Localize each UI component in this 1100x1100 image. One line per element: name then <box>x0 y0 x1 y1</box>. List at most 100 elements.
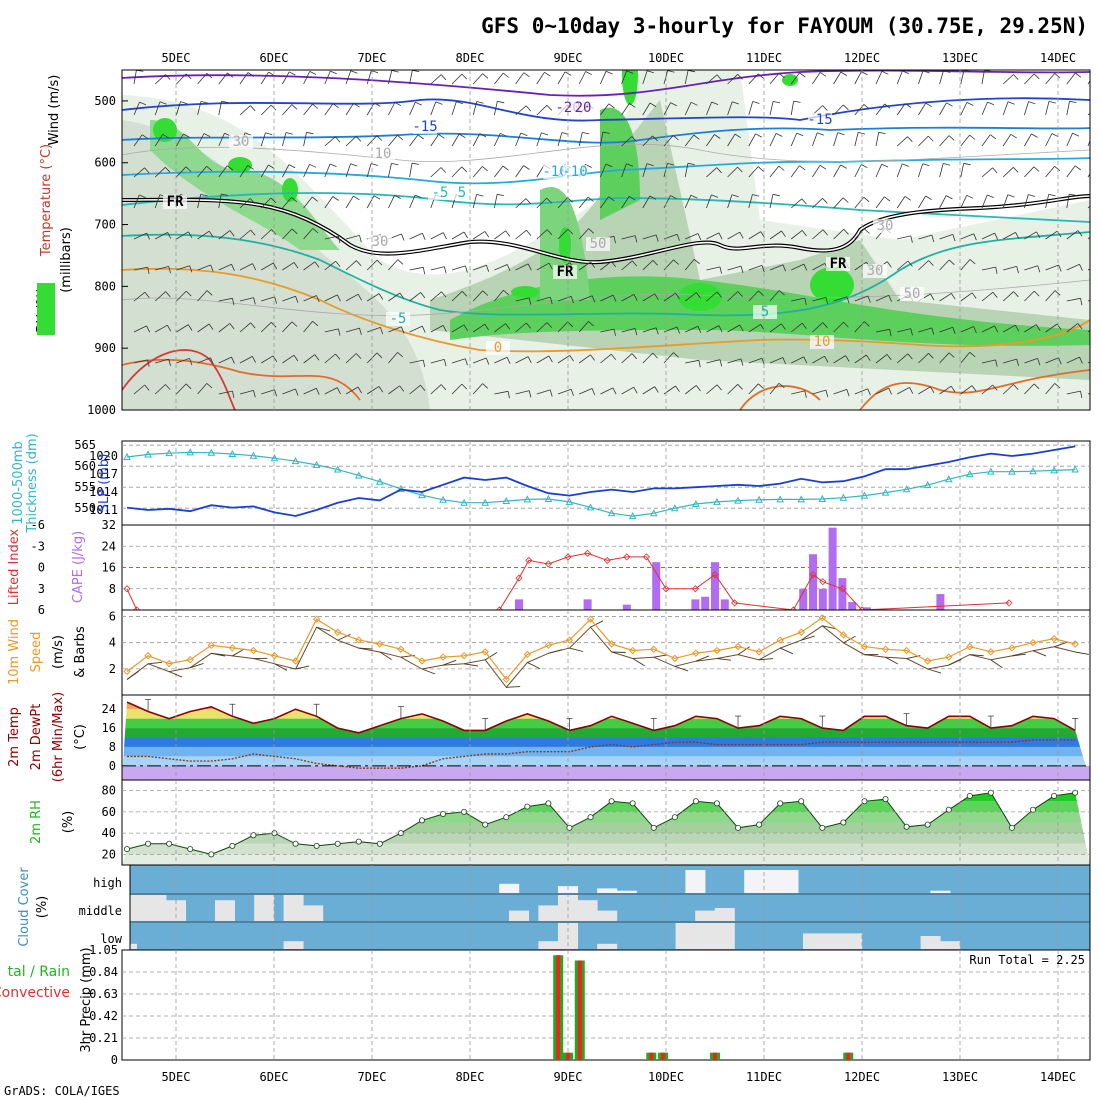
wind-barb <box>536 164 545 178</box>
wind-barb <box>388 135 398 147</box>
wind-barb <box>621 260 633 271</box>
wind-barb <box>939 234 953 240</box>
wind-barb-flag <box>925 195 932 200</box>
wind-barb-flag <box>676 234 680 241</box>
wind-barb <box>303 196 313 209</box>
wind-barb <box>176 133 184 147</box>
wind-barb-flag <box>548 355 553 363</box>
wind-barb-flag <box>146 232 150 240</box>
wind-barb-flag <box>335 136 341 143</box>
wind-barb-flag <box>719 266 722 274</box>
rh-band <box>122 854 1090 865</box>
rh-marker <box>418 817 425 824</box>
wind-barb-flag <box>332 196 339 201</box>
wind-barb <box>464 663 478 667</box>
wind-barb-flag <box>696 292 701 299</box>
wind-barb <box>578 321 589 333</box>
wind-barb <box>557 388 572 395</box>
precip-tick: 0.84 <box>89 965 118 979</box>
thickness-marker <box>713 497 721 505</box>
wind-barb <box>1002 74 1014 85</box>
wind-speed-marker <box>186 655 194 664</box>
rh-marker <box>819 824 826 831</box>
cloud-bar-low <box>822 933 843 949</box>
wind-barb-flag <box>948 352 955 358</box>
wind-barb <box>388 195 395 209</box>
cloud-bar-low <box>675 923 696 949</box>
wind-barb-flag <box>922 163 930 167</box>
wind-barb-flag <box>497 100 505 104</box>
wind-barb <box>472 323 486 333</box>
wind-barb <box>345 327 360 333</box>
wind-barb <box>663 259 674 271</box>
wind-barb <box>515 263 529 271</box>
rh-marker <box>229 842 236 849</box>
wind-barb-flag <box>884 196 891 202</box>
wind-barb <box>451 73 463 85</box>
wind-barb <box>578 71 586 85</box>
thickness-marker <box>1008 467 1016 475</box>
wind-barb <box>515 297 530 302</box>
wind-speed-marker <box>123 667 131 676</box>
wind-barb-flag <box>231 356 235 364</box>
cloud-bar-middle <box>714 908 735 921</box>
wind-barb-flag <box>401 233 405 241</box>
wind-barb-flag <box>966 194 974 199</box>
wind-barb-flag <box>527 356 532 364</box>
wind-barb <box>451 265 466 271</box>
wind-barb <box>727 291 739 302</box>
ylabel-temperature: Temperature (°C) <box>39 144 54 257</box>
rh-marker <box>840 819 847 826</box>
temp-band <box>122 737 1090 747</box>
wind-barb-flag <box>411 162 419 165</box>
wind-barb <box>515 72 525 85</box>
wind-barb <box>303 132 307 147</box>
wind-barb-flag <box>992 167 998 174</box>
wind-barb <box>218 356 232 364</box>
wind-barb <box>939 135 950 147</box>
precip-convective-bar <box>661 1052 666 1060</box>
wind-barb-flag <box>1077 230 1083 237</box>
contour-label-bg <box>229 135 253 149</box>
cloud-bar-low <box>842 933 863 949</box>
wind-barb <box>600 261 612 271</box>
y-tick-label: 20 <box>102 847 116 861</box>
wind-barb-flag <box>652 135 658 142</box>
rh-legend-swatch <box>37 283 55 335</box>
top-date-label: 7DEC <box>358 51 387 65</box>
wind-barb-flag <box>291 228 298 235</box>
wind-barb <box>727 166 738 178</box>
ylabel-wind-4: & Barbs <box>73 626 88 678</box>
precip-panel: 0 0.21 0.42 0.63 0.84 1.05 Run Total = 2.25 tal… <box>0 943 1091 1067</box>
wind-barb <box>790 230 803 240</box>
wind-barb <box>494 230 506 240</box>
ylabel-cloud-unit: (%) <box>35 896 50 919</box>
wind-barb <box>579 295 593 302</box>
thickness-marker <box>481 498 490 506</box>
wind-barb-flag <box>229 230 235 237</box>
thickness-marker <box>123 452 131 460</box>
cloud-bar-low <box>597 943 618 949</box>
wind-barb-flag <box>401 326 405 334</box>
wind-barb <box>148 661 163 665</box>
wind-barb <box>727 265 742 271</box>
wind-barb <box>409 163 413 178</box>
wind-barb-flag <box>585 71 592 76</box>
wind-barb-flag <box>825 297 829 305</box>
wind-barb <box>854 104 865 116</box>
wind-barb-flag <box>338 328 341 336</box>
slp-tick: 1011 <box>89 503 118 517</box>
wind-barb-flag <box>422 360 426 367</box>
rh-marker <box>608 798 615 805</box>
ylabel-precip: 3hr Precip (mm) <box>79 947 94 1052</box>
wind-barb <box>600 103 610 116</box>
wind-barb <box>769 357 784 364</box>
wind-barb-flag <box>442 232 447 240</box>
cloud-bar-high <box>499 883 520 893</box>
wind-barb <box>303 321 313 333</box>
wind-barb <box>748 290 759 302</box>
wind-barb <box>918 353 929 364</box>
top-date-label: 14DEC <box>1040 51 1076 65</box>
wind-barb <box>1024 383 1035 395</box>
